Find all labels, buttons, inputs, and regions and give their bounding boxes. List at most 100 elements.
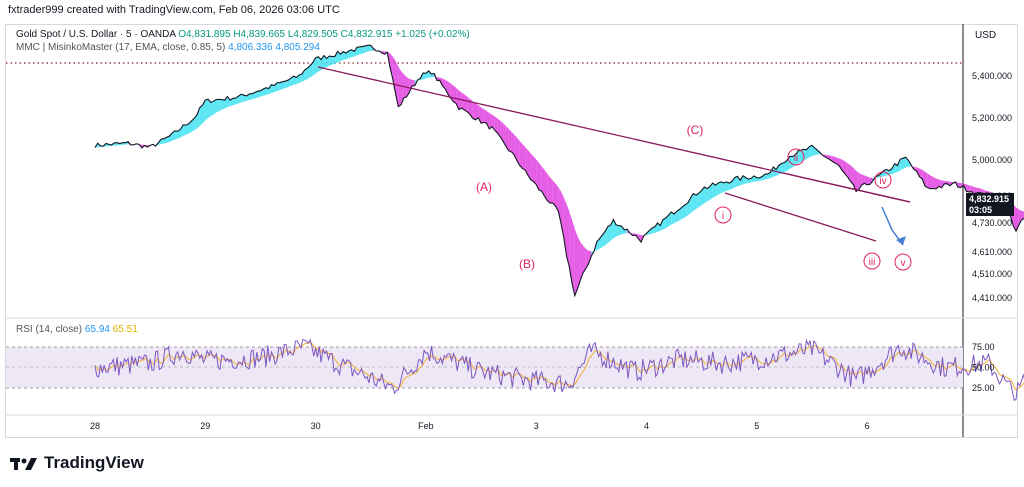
cloud-segment [845,161,848,178]
cloud-segment [307,65,311,79]
cloud-segment [781,162,785,174]
price-change: +1.025 (+0.02%) [395,29,470,40]
wave-circle-iv [874,171,892,189]
wedge-lower-line [724,192,877,242]
cloud-segment [362,45,366,54]
cloud-segment [927,173,931,189]
cloud-segment [729,181,732,190]
cloud-segment [323,55,327,69]
cloud-segment [825,154,829,159]
cloud-segment [969,185,972,192]
cloud-segment [494,116,498,134]
cloud-segment [527,150,531,180]
trendlines [317,66,911,246]
wave-circle-i [714,206,732,224]
cloud-segment [445,79,448,95]
ohlc-open: O4,831.895 [178,29,231,40]
wave-circle-v [894,253,912,271]
cloud-segment [351,49,355,58]
wave-label-C: (C) [687,123,704,137]
cloud-segment [671,212,675,225]
cloud-segment [665,215,669,229]
cloud-segment [172,130,175,141]
cloud-segment [869,177,873,185]
cloud-segment [720,181,724,194]
cloud-segment [326,56,330,68]
cloud-segment [183,124,186,136]
cloud-segment [933,177,937,190]
cloud-segment [288,78,291,88]
cloud-segment [428,70,432,78]
cloud-segment [412,79,415,86]
cloud-segment [221,99,225,110]
wave-label-A: (A) [476,180,492,194]
rsi-label: RSI (14, close) [16,324,83,335]
cloud-segment [114,142,118,146]
cloud-segment [1016,207,1019,232]
cloud-segment [555,183,559,212]
cloud-segment [403,74,407,98]
indicator-legend: MMC | MisinkoMaster (17, EMA, close, 0.8… [16,42,320,53]
cloud-segment [602,231,606,248]
cloud-segment [276,82,280,91]
cloud-segment [290,76,294,87]
cloud-segment [674,211,677,224]
cloud-segment [238,94,242,104]
cloud-segment [519,140,523,169]
time-tick-label: 5 [754,421,759,431]
cloud-segment [679,206,683,221]
cloud-segment [925,171,928,188]
cloud-segment [834,156,837,164]
cloud-segment [530,153,534,182]
cloud-segment [930,175,934,189]
cloud-segment [762,174,766,181]
cloud-segment [809,145,812,158]
wave-label-B: (B) [519,257,535,271]
rsi-tick-label: 50.00 [972,363,995,373]
rsi-tick-label: 75.00 [972,342,995,352]
tradingview-logo-text: TradingView [44,453,144,472]
cloud-segment [197,107,200,129]
cloud-segment [718,181,721,195]
cloud-segment [549,177,553,204]
cloud-segment [500,120,504,142]
cloud-segment [447,81,451,99]
price-tick-label: 5,400.000 [972,71,1012,81]
cloud-segment [202,100,206,124]
ohlc-close: C4,832.915 [340,29,393,40]
cloud-segment [401,71,404,105]
tradingview-logo[interactable]: TradingView [10,453,144,473]
cloud-segment [558,186,562,224]
price-tick-label: 5,000.000 [972,155,1012,165]
cloud-segment [219,99,222,112]
cloud-segment [709,182,713,200]
cloud-segment [398,66,402,107]
symbol-name: Gold Spot / U.S. Dollar · 5 · OANDA [16,29,176,40]
rsi-tick-label: 25.00 [972,383,995,393]
cloud-segment [492,114,495,131]
wave-label-ii: ii [794,153,798,164]
cloud-segment [583,245,586,273]
price-tick-label: 4,610.000 [972,247,1012,257]
currency-label[interactable]: USD [975,30,997,41]
current-price-tag: 4,832.915 03:05 [966,193,1014,216]
cloud-segment [944,180,948,184]
cloud-segment [585,248,589,269]
cloud-segment [861,174,865,186]
wave-label-iv: iv [879,176,886,187]
cloud-segment [883,169,887,177]
cloud-segment [737,176,741,187]
rsi-value: 65.94 [84,324,110,335]
price-series [94,44,1024,298]
cloud-segment [566,204,570,267]
tradingview-logo-icon [10,458,37,470]
cloud-segment [199,105,203,126]
cloud-segment [185,123,189,135]
cloud-segment [698,190,702,208]
cloud-segment [541,166,545,197]
cloud-segment [409,78,413,93]
cloud-segment [872,176,876,182]
cloud-segment [367,45,371,52]
cloud-segment [814,147,818,156]
